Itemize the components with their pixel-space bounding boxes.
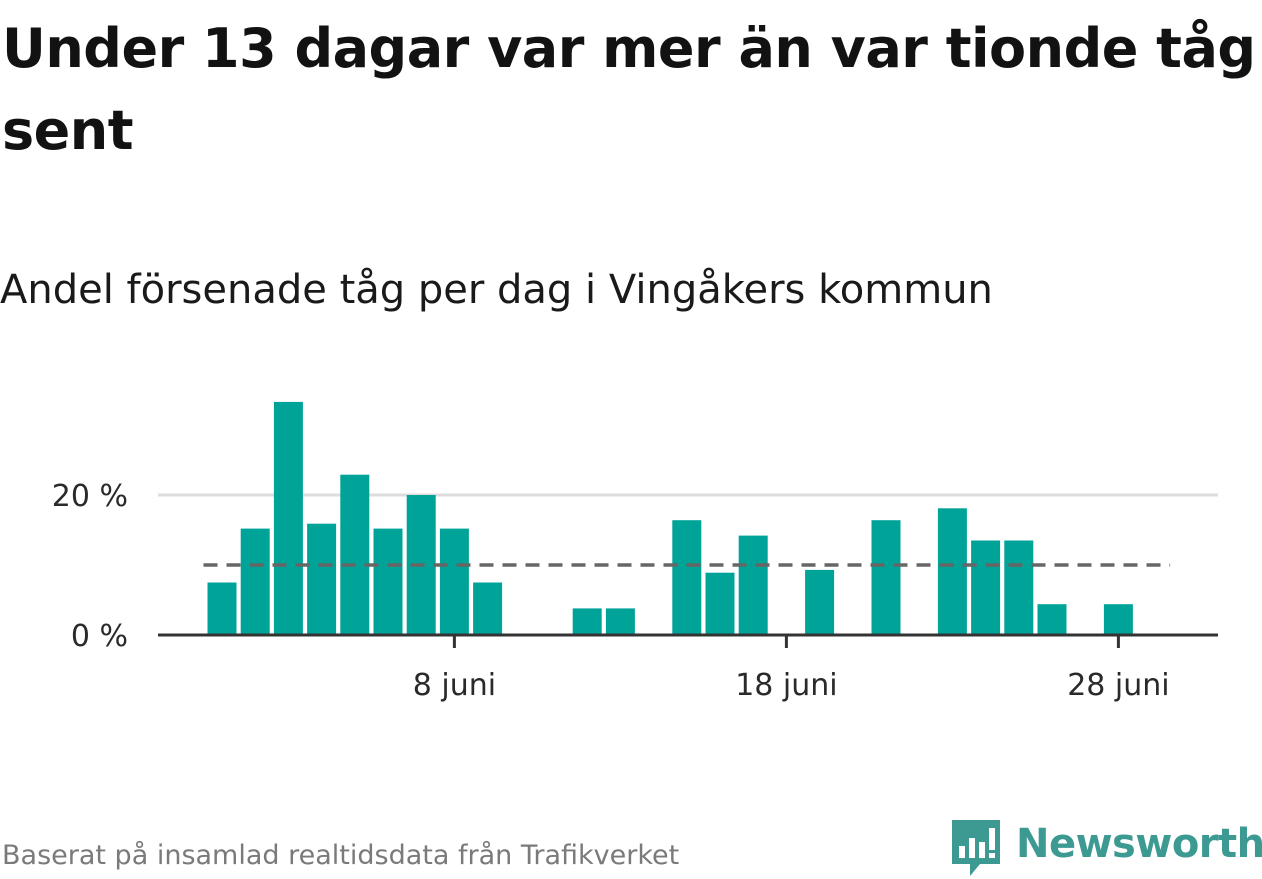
- x-tick-label: 8 juni: [413, 668, 496, 703]
- bar-day-4: [307, 523, 337, 635]
- bar-day-21: [871, 520, 901, 635]
- bar-day-3: [273, 401, 303, 635]
- tick-labels: 8 juni 18 juni 28 juni 0 % 20 %: [52, 479, 1170, 703]
- bar-day-24: [971, 540, 1001, 635]
- y-tick-label: 0 %: [71, 619, 128, 654]
- bar-day-12: [572, 608, 602, 635]
- source-note: Baserat på insamlad realtidsdata från Tr…: [2, 840, 680, 871]
- chart-title: Under 13 dagar var mer än var tionde tåg…: [2, 17, 1256, 162]
- bar-day-5: [340, 474, 370, 635]
- newsworthy-logo: Newsworthy: [950, 818, 1262, 878]
- newsworthy-logo-icon: [952, 820, 1000, 876]
- bar-day-13: [605, 608, 635, 635]
- bar-day-16: [705, 572, 735, 635]
- bar-day-25: [1004, 540, 1034, 635]
- newsworthy-logo-text: Newsworthy: [1016, 821, 1262, 867]
- bar-day-23: [937, 508, 967, 635]
- x-tick-label: 28 juni: [1067, 668, 1169, 703]
- x-axis: [158, 633, 1218, 648]
- bars: [207, 401, 1133, 635]
- chart-subtitle: Andel försenade tåg per dag i Vingåkers …: [0, 267, 993, 313]
- bar-day-26: [1037, 604, 1067, 635]
- bar-day-2: [240, 528, 270, 635]
- bar-day-15: [672, 520, 702, 635]
- x-tick-label: 18 juni: [735, 668, 837, 703]
- bar-day-9: [473, 582, 503, 635]
- bar-day-28: [1103, 604, 1133, 635]
- y-tick-label: 20 %: [52, 479, 128, 514]
- bar-day-17: [738, 535, 768, 635]
- bar-day-8: [439, 528, 469, 635]
- bar-day-6: [373, 528, 403, 635]
- bar-day-1: [207, 582, 237, 635]
- bar-day-19: [805, 569, 835, 635]
